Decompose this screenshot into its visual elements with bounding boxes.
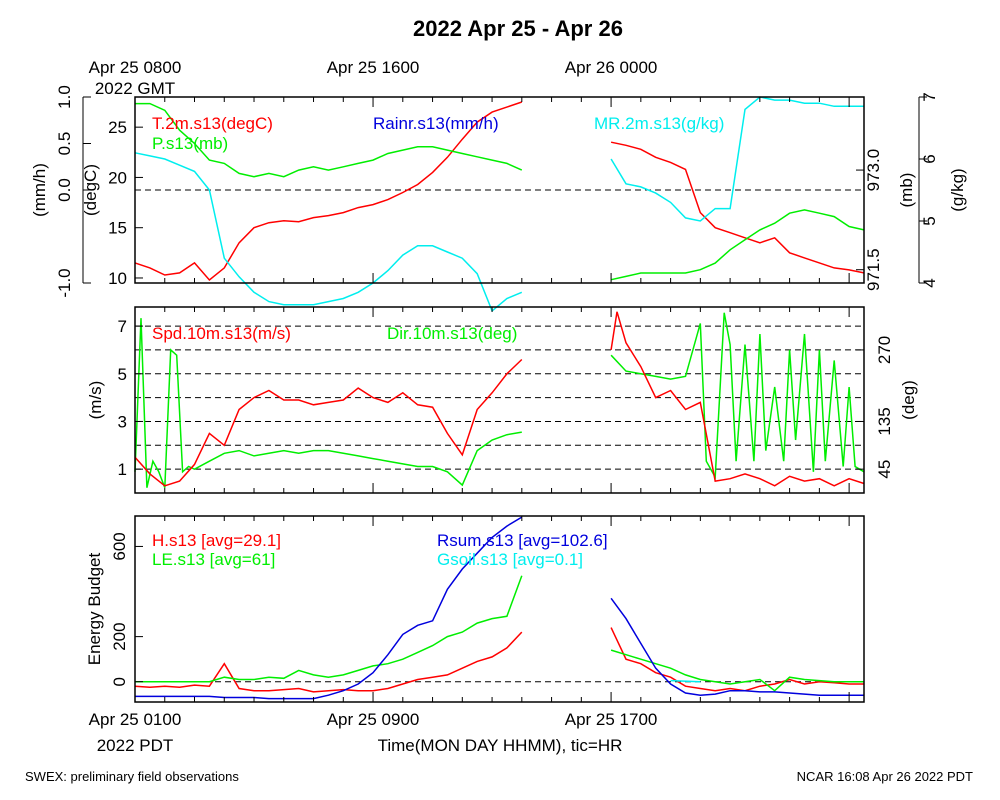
energy-legend: H.s13 [avg=29.1]LE.s13 [avg=61] Rsum.s13 … <box>152 531 608 569</box>
spd-tick-label: 5 <box>118 365 127 384</box>
top-time-label-0-line2: 2022 GMT <box>95 79 175 98</box>
met-series-1-line-0 <box>135 102 523 178</box>
wind-legend-item-0: Spd.10m.s13(m/s) <box>152 324 291 343</box>
spd-tick-label: 1 <box>118 460 127 479</box>
wind-legend-item-1: Dir.10m.s13(deg) <box>387 324 517 343</box>
wind-series-0-line-1 <box>610 312 865 480</box>
mr-tick-label: 4 <box>920 278 939 287</box>
energy-series-0-line-1 <box>610 627 864 692</box>
bottom-time-label-0: Apr 25 0100 <box>89 710 182 729</box>
dir-tick-label: 270 <box>875 336 894 364</box>
met-series-0-line-0 <box>134 101 523 282</box>
dir-tick-label: 45 <box>875 460 894 479</box>
top-time-labels: Apr 25 0800 2022 GMT Apr 25 1600 Apr 26 000… <box>89 58 658 98</box>
energy-axes: 0 200 600 Energy Budget <box>85 516 850 702</box>
met-legend-item-1: P.s13(mb) <box>152 134 228 153</box>
x-axis-label: Time(MON DAY HHMM), tic=HR <box>378 736 623 755</box>
footer-left: SWEX: preliminary field observations <box>25 769 239 784</box>
met-series-group <box>134 96 865 313</box>
bottom-time-label-0-line2: 2022 PDT <box>97 736 174 755</box>
pres-tick-label: 971.5 <box>864 248 883 291</box>
spd-axis-label: (m/s) <box>86 381 105 420</box>
energy-legend-item-3: Gsoil.s13 [avg=0.1] <box>437 550 583 569</box>
met-panel-frame <box>134 96 865 284</box>
energy-tick-label: 600 <box>110 532 129 560</box>
rain-tick-label: 0.0 <box>55 178 74 202</box>
energy-legend-item-0: H.s13 [avg=29.1] <box>152 531 281 550</box>
mr-tick-label: 7 <box>920 92 939 101</box>
pres-axis-label: (mb) <box>897 173 916 208</box>
temp-tick-label: 10 <box>108 269 127 288</box>
met-series-3-line-0 <box>134 152 523 313</box>
met-series-3-line-1 <box>610 96 864 222</box>
energy-panel: 0 200 600 Energy Budget H.s13 [avg=29.1]LE.… <box>85 515 865 703</box>
energy-series-group <box>134 516 864 700</box>
met-axes: -1.0 0.0 0.5 1.0 (mm/h) 10 15 20 25 (degC) 971.5 97… <box>30 85 967 297</box>
energy-axis-label: Energy Budget <box>85 552 104 665</box>
wind-series-0-line-0 <box>134 318 522 488</box>
temp-tick-label: 15 <box>108 219 127 238</box>
met-series-1-line-1 <box>610 209 865 281</box>
met-legend-item-3: MR.2m.s13(g/kg) <box>594 114 724 133</box>
rain-tick-label: 1.0 <box>55 85 74 109</box>
rain-axis-label: (mm/h) <box>30 163 49 217</box>
wind-panel-frame <box>134 306 865 494</box>
met-legend: T.2m.s13(degC)P.s13(mb) Rainr.s13(mm/h) MR… <box>152 114 724 153</box>
spd-tick-label: 7 <box>118 317 127 336</box>
wind-gridlines <box>135 325 864 470</box>
top-time-label-0: Apr 25 0800 <box>89 58 182 77</box>
bottom-time-label-2: Apr 25 1700 <box>565 710 658 729</box>
temp-tick-label: 20 <box>108 168 127 187</box>
mr-axis-label: (g/kg) <box>948 168 967 211</box>
energy-series-0-line-0 <box>134 631 523 693</box>
energy-tick-label: 200 <box>110 622 129 650</box>
temp-tick-label: 25 <box>108 118 127 137</box>
rain-tick-label: -1.0 <box>55 268 74 297</box>
mr-tick-label: 6 <box>920 154 939 163</box>
dir-tick-label: 135 <box>875 407 894 435</box>
energy-series-2-line-1 <box>610 597 864 696</box>
chart-title: 2022 Apr 25 - Apr 26 <box>413 16 623 41</box>
wind-legend: Spd.10m.s13(m/s) Dir.10m.s13(deg) <box>152 324 517 343</box>
energy-series-2-line-0 <box>135 516 523 700</box>
temp-axis-label: (degC) <box>81 164 100 216</box>
spd-tick-label: 3 <box>118 412 127 431</box>
met-legend-item-0: T.2m.s13(degC) <box>152 114 273 133</box>
pres-tick-label: 973.0 <box>864 149 883 192</box>
met-panel: -1.0 0.0 0.5 1.0 (mm/h) 10 15 20 25 (degC) 971.5 97… <box>30 85 967 313</box>
met-legend-item-2: Rainr.s13(mm/h) <box>373 114 499 133</box>
energy-series-3-line-3 <box>670 679 701 683</box>
energy-legend-item-2: Rsum.s13 [avg=102.6] <box>437 531 608 550</box>
wind-series-1-line-1 <box>610 311 865 487</box>
energy-legend-item-1: LE.s13 [avg=61] <box>152 550 275 569</box>
bottom-time-label-1: Apr 25 0900 <box>327 710 420 729</box>
rain-tick-label: 0.5 <box>55 132 74 156</box>
wind-series-1-line-0 <box>134 358 523 487</box>
footer-right: NCAR 16:08 Apr 26 2022 PDT <box>797 769 973 784</box>
met-series-0-line-1 <box>610 141 865 274</box>
energy-tick-label: 0 <box>110 677 129 686</box>
energy-panel-frame <box>134 515 865 703</box>
top-time-label-1: Apr 25 1600 <box>327 58 420 77</box>
top-time-label-2: Apr 26 0000 <box>565 58 658 77</box>
bottom-time-labels: Apr 25 0100 2022 PDT Apr 25 0900 Apr 25 170… <box>89 710 658 755</box>
mr-tick-label: 5 <box>920 216 939 225</box>
energy-series-1-line-0 <box>135 575 523 683</box>
wind-series-group <box>134 311 865 488</box>
dir-axis-label: (deg) <box>899 380 918 420</box>
